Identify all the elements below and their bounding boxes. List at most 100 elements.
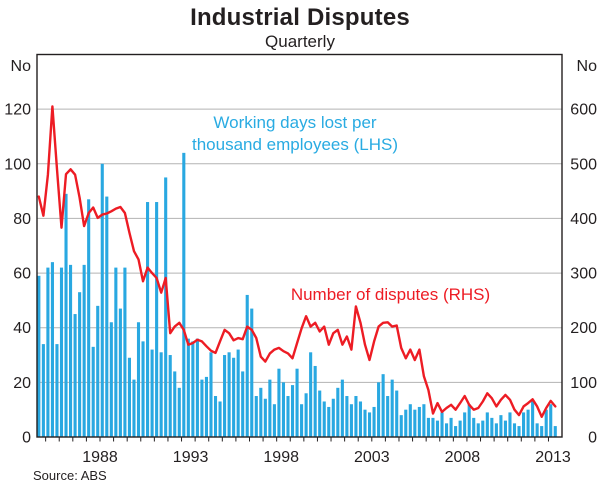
bar-working-days-lost (87, 199, 91, 437)
bar-working-days-lost (263, 398, 267, 437)
plot-frame (36, 53, 563, 438)
x-axis-year-label: 1993 (173, 449, 209, 466)
bar-working-days-lost (259, 387, 263, 437)
bar-working-days-lost (286, 396, 290, 437)
bar-working-days-lost (309, 352, 313, 437)
bar-working-days-lost (304, 393, 308, 437)
bar-working-days-lost (177, 387, 181, 437)
bar-working-days-lost (182, 152, 186, 437)
bar-working-days-lost (485, 412, 489, 437)
bar-working-days-lost (349, 404, 353, 437)
x-axis-year-label: 1988 (82, 449, 118, 466)
bar-working-days-lost (512, 423, 517, 437)
bar-working-days-lost (540, 426, 544, 437)
x-axis-year-label: 2013 (535, 449, 571, 466)
bar-working-days-lost (118, 308, 122, 437)
bar-working-days-lost (435, 420, 440, 437)
bar-working-days-lost (390, 379, 394, 437)
bar-working-days-lost (73, 314, 77, 437)
left-axis-unit-label: No (10, 58, 31, 75)
bar-working-days-lost (132, 379, 136, 437)
bar-working-days-lost (209, 352, 213, 437)
bar-working-days-lost (241, 371, 245, 437)
bar-working-days-lost (422, 404, 426, 437)
bar-working-days-lost (526, 409, 530, 437)
bar-working-days-lost (123, 267, 127, 437)
right-axis-unit-label: No (576, 58, 597, 75)
bar-working-days-lost (508, 412, 512, 437)
right-axis-tick-label: 200 (570, 320, 597, 337)
bar-working-days-lost (55, 344, 59, 437)
bar-working-days-lost (227, 352, 231, 437)
bar-working-days-lost (440, 412, 444, 437)
right-axis-tick-label: 600 (570, 102, 597, 119)
chart-subtitle: Quarterly (265, 32, 335, 51)
bar-working-days-lost (186, 338, 190, 437)
right-axis-tick-label: 0 (588, 430, 597, 447)
bar-working-days-lost (399, 415, 403, 437)
right-axis-tick-label: 300 (570, 266, 597, 283)
bar-working-days-lost (490, 417, 494, 437)
bar-working-days-lost (358, 401, 363, 437)
bar-working-days-lost (173, 371, 177, 437)
bar-working-days-lost (218, 401, 222, 437)
bar-working-days-lost (146, 202, 150, 437)
bar-working-days-lost (141, 341, 145, 437)
bar-series-annotation-line2: thousand employees (LHS) (191, 135, 398, 154)
bar-working-days-lost (381, 374, 385, 437)
bar-working-days-lost (191, 341, 195, 437)
bar-working-days-lost (553, 426, 557, 437)
bar-working-days-lost (503, 420, 507, 437)
left-axis-tick-label: 0 (22, 430, 31, 447)
bar-working-days-lost (150, 349, 154, 437)
bar-working-days-lost (458, 420, 462, 437)
bar-working-days-lost (354, 396, 358, 437)
bar-working-days-lost (417, 406, 421, 437)
left-axis-tick-label: 80 (13, 211, 31, 228)
bar-working-days-lost (46, 267, 50, 437)
bar-working-days-lost (204, 376, 209, 437)
x-axis-year-label: 1998 (263, 449, 299, 466)
bar-working-days-lost (168, 355, 172, 437)
bar-working-days-lost (159, 352, 163, 437)
bar-working-days-lost (232, 357, 236, 437)
bar-working-days-lost (313, 365, 317, 437)
bar-working-days-lost (245, 294, 249, 437)
bar-working-days-lost (69, 264, 73, 437)
bar-series-annotation: Working days lost per thousand employees… (145, 112, 445, 156)
bar-working-days-lost (544, 409, 548, 437)
bar-working-days-lost (472, 417, 476, 437)
bar-working-days-lost (250, 308, 254, 437)
bar-working-days-lost (50, 262, 54, 437)
bar-working-days-lost (223, 355, 227, 437)
source-note: Source: ABS (33, 468, 107, 483)
right-axis-tick-label: 100 (570, 375, 597, 392)
bar-working-days-lost (363, 409, 367, 437)
bar-working-days-lost (96, 305, 100, 437)
bar-working-days-lost (481, 420, 485, 437)
bar-working-days-lost (345, 396, 349, 437)
bar-working-days-lost (549, 404, 553, 437)
bar-working-days-lost (64, 193, 68, 437)
bar-working-days-lost (535, 423, 539, 437)
bar-working-days-lost (41, 344, 45, 437)
bar-working-days-lost (127, 357, 131, 437)
bar-working-days-lost (467, 404, 471, 437)
right-axis-tick-label: 400 (570, 211, 597, 228)
bar-working-days-lost (136, 322, 141, 437)
bar-working-days-lost (164, 177, 168, 438)
bar-working-days-lost (200, 379, 204, 437)
bar-working-days-lost (476, 423, 480, 437)
bar-working-days-lost (454, 426, 458, 437)
bar-working-days-lost (37, 275, 41, 437)
bar-working-days-lost (277, 368, 281, 437)
x-axis-year-label: 2003 (354, 449, 390, 466)
bar-working-days-lost (449, 417, 453, 437)
bar-working-days-lost (268, 379, 272, 437)
left-axis-tick-label: 60 (13, 266, 31, 283)
bar-working-days-lost (322, 401, 326, 437)
bar-working-days-lost (327, 406, 331, 437)
bar-working-days-lost (295, 368, 299, 437)
bar-working-days-lost (377, 382, 381, 437)
